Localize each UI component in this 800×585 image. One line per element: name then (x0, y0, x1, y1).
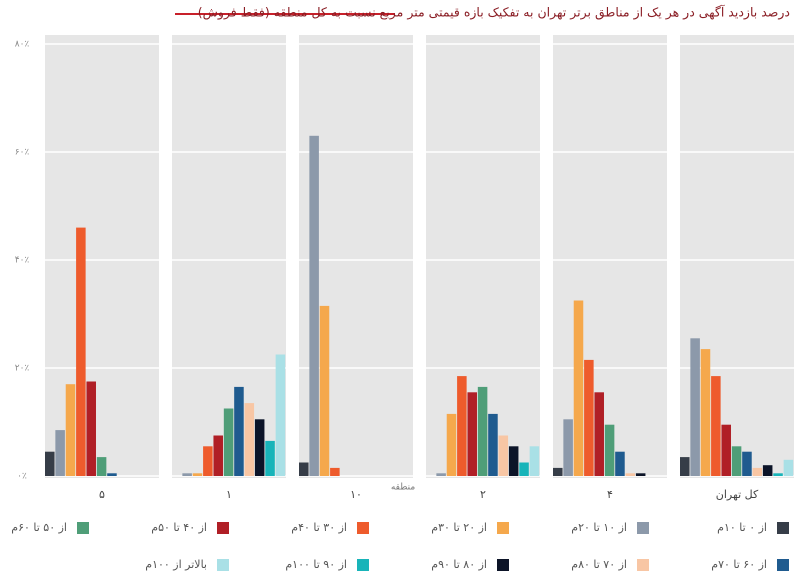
bar (45, 451, 55, 476)
legend-label: از ۲۰ تا ۳۰م (431, 521, 487, 534)
x-tick-label: ۴ (607, 488, 613, 501)
legend-swatch (777, 559, 789, 571)
x-tick-label: ۱۰ (350, 488, 362, 501)
bar (700, 349, 711, 476)
bar (213, 435, 223, 476)
bar (508, 446, 519, 476)
bar (519, 462, 529, 476)
legend-swatch (357, 559, 369, 571)
bar (488, 413, 498, 476)
bar (446, 413, 457, 476)
bar (498, 435, 509, 476)
bar (319, 305, 330, 476)
bar (203, 446, 213, 476)
legend-label: از ۶۰ تا ۷۰م (711, 558, 767, 571)
bar (690, 338, 700, 476)
legend-label: از ۱۰ تا ۲۰م (571, 521, 627, 534)
bar (529, 446, 540, 476)
bar (192, 473, 203, 476)
bar (96, 457, 107, 476)
bar (55, 430, 65, 476)
bar (615, 451, 625, 476)
legend-label: از ۰ تا ۱۰م (717, 521, 767, 534)
legend-swatch (637, 522, 649, 534)
legend-swatch (497, 522, 509, 534)
y-tick-label: ۴۰٪ (15, 256, 30, 266)
bar (86, 381, 96, 476)
legend-swatch (637, 559, 649, 571)
bar (467, 392, 477, 476)
bar (731, 446, 742, 476)
bar (573, 300, 584, 476)
x-tick-label: ۱ (226, 488, 232, 501)
legend-label: از ۷۰ تا ۸۰م (571, 558, 627, 571)
bar (107, 473, 117, 476)
bar (752, 467, 763, 476)
y-tick-label: ۸۰٪ (15, 40, 30, 50)
bar (457, 376, 467, 476)
y-tick-label: ۶۰٪ (15, 148, 30, 158)
x-tick-label: کل تهران (716, 488, 759, 501)
bar (265, 440, 275, 476)
bar (635, 473, 646, 476)
legend-swatch (77, 522, 89, 534)
bar (604, 424, 615, 476)
legend-label: از ۴۰ تا ۵۰م (151, 521, 207, 534)
bar (254, 419, 265, 476)
bar (76, 227, 86, 476)
bar (65, 384, 76, 476)
bar (594, 392, 604, 476)
bar (223, 408, 234, 476)
x-axis-label: منطقه (391, 483, 415, 493)
bar (680, 457, 690, 476)
bar (309, 135, 319, 477)
y-tick-label: ۲۰٪ (15, 364, 30, 374)
legend-label: از ۵۰ تا ۶۰م (11, 521, 67, 534)
bar (275, 354, 286, 476)
bar (783, 459, 794, 476)
group-panel (45, 35, 159, 478)
bar (711, 376, 721, 476)
bar (625, 473, 636, 476)
legend-swatch (497, 559, 509, 571)
legend-swatch (217, 559, 229, 571)
group-panel (172, 35, 286, 478)
legend-swatch (217, 522, 229, 534)
bar (773, 473, 783, 476)
legend-swatch (357, 522, 369, 534)
bar (244, 403, 255, 476)
legend-label: بالاتر از ۱۰۰م (145, 558, 207, 571)
bar (563, 419, 573, 476)
bar (234, 386, 244, 476)
x-tick-label: ۵ (99, 488, 105, 501)
bar (299, 462, 309, 476)
bar (762, 465, 773, 476)
bar (721, 424, 731, 476)
legend-label: از ۹۰ تا ۱۰۰م (285, 558, 347, 571)
legend-label: از ۳۰ تا ۴۰م (291, 521, 347, 534)
bar (436, 473, 446, 476)
legend-swatch (777, 522, 789, 534)
bar (553, 467, 563, 476)
y-tick-label: ۰٪ (17, 472, 27, 482)
chart-title: درصد بازدید آگهی در هر یک از مناطق برتر … (198, 5, 790, 21)
x-tick-label: ۲ (480, 488, 486, 501)
bar (182, 473, 192, 476)
bar (584, 359, 594, 476)
group-panel (553, 35, 667, 478)
bar (477, 386, 488, 476)
bar (742, 451, 752, 476)
legend-label: از ۸۰ تا ۹۰م (431, 558, 487, 571)
bar (330, 467, 340, 476)
